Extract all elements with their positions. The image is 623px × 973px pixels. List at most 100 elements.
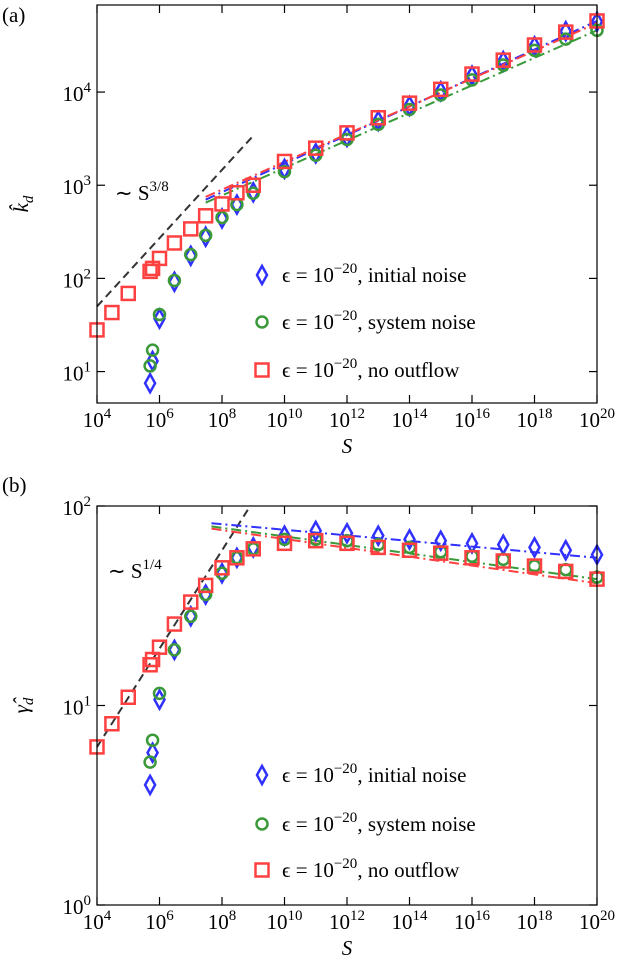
square-marker [214, 196, 230, 212]
diamond-marker [528, 535, 541, 559]
diamond-marker [143, 371, 157, 395]
y-tick-label: 100 [63, 893, 92, 919]
circle-marker [152, 686, 167, 701]
x-tick-label: 1010 [267, 908, 303, 934]
legend-label: ϵ = 10−20, no outflow [282, 856, 460, 882]
x-tick-label: 1014 [392, 406, 429, 432]
axes-frame [96, 505, 598, 906]
diamond-marker [403, 527, 416, 551]
annotation: ∼ S3/8 [115, 179, 169, 205]
diamond-marker [143, 773, 157, 797]
x-tick-label: 1012 [329, 908, 365, 934]
x-tick-label: 1012 [329, 406, 365, 432]
y-tick-label: 102 [63, 494, 92, 520]
fit-line [205, 22, 598, 198]
circle-marker [167, 273, 182, 288]
circle-marker [198, 587, 213, 602]
square-marker [229, 185, 245, 201]
diamond-marker [184, 244, 198, 268]
diamond-marker [167, 270, 181, 294]
legend-label: ϵ = 10−20, system noise [282, 308, 476, 334]
square-marker [120, 689, 136, 705]
diamond-marker [309, 519, 323, 543]
x-tick-label: 106 [145, 406, 174, 432]
circle-marker [145, 343, 160, 357]
axes-frame [96, 4, 598, 404]
square-marker [464, 550, 480, 566]
square-marker [197, 577, 214, 594]
square-marker [495, 553, 511, 569]
x-tick-label: 108 [208, 406, 237, 432]
x-tick-label: 104 [83, 908, 112, 934]
x-tick-label: 1018 [517, 406, 553, 432]
diamond-marker [199, 225, 213, 249]
x-tick-label: 1014 [392, 908, 429, 934]
diamond-marker [255, 263, 269, 287]
legend-label: ϵ = 10−20, system noise [282, 810, 476, 836]
circle-marker [215, 210, 229, 225]
square-marker [276, 535, 293, 552]
square-marker [183, 594, 199, 610]
y-tick-label: 101 [63, 694, 92, 720]
square-marker [229, 550, 245, 566]
square-marker [433, 81, 449, 98]
circle-marker [167, 643, 182, 657]
square-marker [370, 110, 386, 126]
x-tick-label: 1016 [454, 908, 491, 934]
x-tick-label: 108 [208, 908, 237, 934]
annotation: ∼ S1/4 [108, 557, 162, 583]
fit-line [205, 20, 598, 201]
x-tick-label: 1018 [517, 908, 553, 934]
x-tick-label: 1020 [579, 406, 615, 432]
square-marker [339, 125, 355, 141]
y-tick-label: 104 [63, 80, 92, 106]
square-marker [276, 153, 293, 170]
square-marker [308, 140, 324, 156]
square-marker [558, 24, 574, 40]
square-marker [308, 532, 324, 549]
square-marker [558, 563, 574, 580]
diamond-marker [434, 529, 448, 553]
x-axis-label: S [342, 936, 353, 960]
square-marker [166, 616, 183, 632]
x-tick-label: 1010 [267, 406, 303, 432]
diamond-marker [255, 763, 269, 787]
legend-label: ϵ = 10−20, initial noise [282, 261, 466, 287]
circle-marker [255, 315, 269, 329]
square-marker [151, 639, 168, 655]
diamond-marker [496, 533, 510, 557]
circle-marker [184, 247, 198, 262]
square-marker [120, 285, 136, 302]
x-tick-label: 1016 [454, 406, 491, 432]
fit-line [205, 29, 598, 204]
square-marker [339, 535, 355, 552]
fit-line [96, 505, 252, 748]
square-marker [183, 221, 199, 237]
y-tick-label: 103 [63, 173, 92, 199]
diamond-marker [371, 524, 385, 548]
panel-label: (b) [2, 473, 27, 497]
x-tick-label: 1020 [579, 908, 615, 934]
circle-marker [152, 307, 167, 322]
circle-marker [277, 164, 292, 179]
x-tick-label: 104 [83, 406, 112, 432]
circle-marker [145, 733, 160, 747]
square-marker [254, 862, 270, 878]
square-marker [401, 95, 418, 111]
y-axis-label: γ̂d [9, 697, 37, 713]
y-tick-label: 102 [63, 266, 92, 292]
panel-label: (a) [2, 3, 25, 27]
square-marker [526, 558, 543, 574]
square-marker [151, 250, 168, 267]
square-marker [166, 235, 183, 251]
y-tick-label: 101 [63, 360, 92, 386]
square-marker [401, 542, 418, 559]
legend-label: ϵ = 10−20, initial noise [282, 761, 466, 787]
square-marker [214, 560, 230, 576]
square-marker [433, 545, 449, 561]
fit-line [96, 135, 254, 308]
square-marker [464, 66, 480, 82]
square-marker [104, 716, 120, 732]
y-axis-label: k̂d [9, 195, 37, 212]
